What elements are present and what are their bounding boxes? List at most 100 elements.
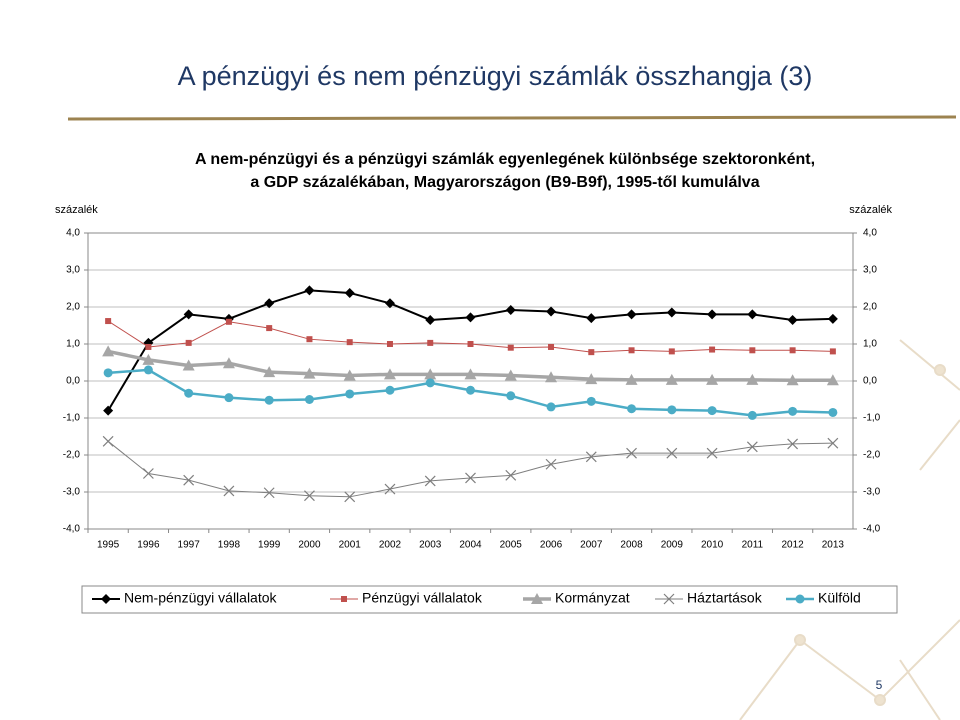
data-point [707, 309, 718, 320]
data-point [706, 447, 718, 459]
y2-axis-label: százalék [849, 204, 892, 216]
data-point [668, 348, 675, 355]
y2-tick-label: 0,0 [863, 376, 877, 387]
series-line [107, 320, 833, 353]
data-point [467, 341, 474, 347]
data-point [588, 349, 595, 356]
data-point [506, 391, 516, 401]
data-point [264, 395, 274, 405]
x-tick-label: 1995 [97, 540, 120, 551]
data-point [185, 339, 192, 346]
data-point [184, 388, 194, 398]
data-point [788, 406, 798, 416]
data-point [627, 404, 637, 414]
y-tick-label: 3,0 [66, 265, 80, 276]
legend-marker [663, 593, 675, 605]
x-tick-label: 2013 [822, 540, 845, 551]
data-point [548, 343, 555, 350]
data-point [344, 287, 355, 298]
legend-label: Pénzügyi vállalatok [362, 590, 483, 606]
data-point [585, 373, 598, 385]
data-point [345, 389, 355, 399]
data-point [626, 447, 637, 459]
y2-tick-label: 2,0 [863, 302, 877, 313]
data-point [386, 341, 393, 347]
data-point [707, 406, 717, 416]
data-point [266, 325, 273, 332]
data-point [344, 491, 356, 503]
data-point [826, 374, 839, 386]
data-point [505, 304, 516, 315]
data-point [829, 348, 836, 355]
y2-tick-label: 1,0 [863, 339, 877, 350]
data-point [105, 318, 112, 325]
data-point [505, 469, 517, 481]
data-point [545, 371, 558, 383]
legend-label: Kormányzat [555, 590, 630, 606]
data-point [749, 347, 756, 354]
slide-title: A pénzügyi és nem pénzügyi számlák összh… [178, 61, 813, 91]
data-point [626, 309, 637, 320]
data-point [306, 336, 313, 343]
page-number: 5 [876, 678, 883, 692]
data-point [346, 339, 353, 346]
data-point [789, 347, 796, 354]
data-point [545, 458, 557, 470]
y2-tick-label: -3,0 [863, 487, 881, 498]
data-point [304, 395, 314, 404]
data-point [263, 366, 276, 378]
x-tick-label: 2011 [742, 540, 764, 551]
y-tick-label: 2,0 [66, 302, 80, 313]
data-point [143, 365, 153, 375]
data-point [385, 385, 395, 395]
y-tick-label: -3,0 [63, 487, 81, 498]
data-point [666, 447, 678, 459]
data-point [343, 369, 356, 381]
legend-marker [101, 594, 111, 604]
data-point [225, 318, 232, 325]
plot-frame [87, 232, 854, 530]
data-point [263, 487, 275, 499]
data-point [425, 378, 435, 388]
data-point [787, 314, 798, 325]
data-point [264, 298, 275, 309]
data-point [747, 309, 758, 320]
x-tick-label: 2002 [379, 540, 402, 551]
data-point [787, 438, 799, 450]
decoration [739, 339, 960, 720]
y2-tick-label: 4,0 [863, 228, 877, 239]
data-point [182, 359, 195, 371]
x-tick-label: 2003 [419, 540, 442, 551]
title-rule [67, 115, 957, 121]
x-tick-label: 2007 [580, 540, 603, 551]
x-tick-label: 2008 [620, 540, 643, 551]
legend-label: Nem-pénzügyi vállalatok [124, 590, 278, 606]
data-point [747, 410, 757, 420]
data-point [465, 472, 476, 484]
data-point [746, 373, 759, 385]
data-point [546, 306, 557, 317]
data-point [142, 468, 154, 479]
data-point [304, 285, 315, 296]
data-point [464, 368, 477, 380]
chart-title: A nem-pénzügyi és a pénzügyi számlák egy… [195, 151, 815, 168]
data-point [425, 314, 436, 325]
data-point [786, 374, 799, 386]
data-point [827, 313, 838, 324]
legend-marker [795, 594, 805, 604]
data-point [102, 345, 115, 357]
legend-box [81, 585, 898, 614]
data-point [585, 451, 597, 463]
data-point [828, 407, 838, 417]
data-point [827, 437, 839, 449]
y2-tick-label: -4,0 [863, 524, 881, 535]
data-point [304, 490, 315, 502]
data-point [709, 346, 716, 353]
x-tick-label: 2010 [701, 540, 724, 551]
y-tick-label: -4,0 [63, 524, 81, 535]
data-point [427, 339, 434, 346]
y-tick-label: 0,0 [66, 376, 80, 387]
data-point [222, 357, 235, 369]
data-point [667, 405, 677, 415]
